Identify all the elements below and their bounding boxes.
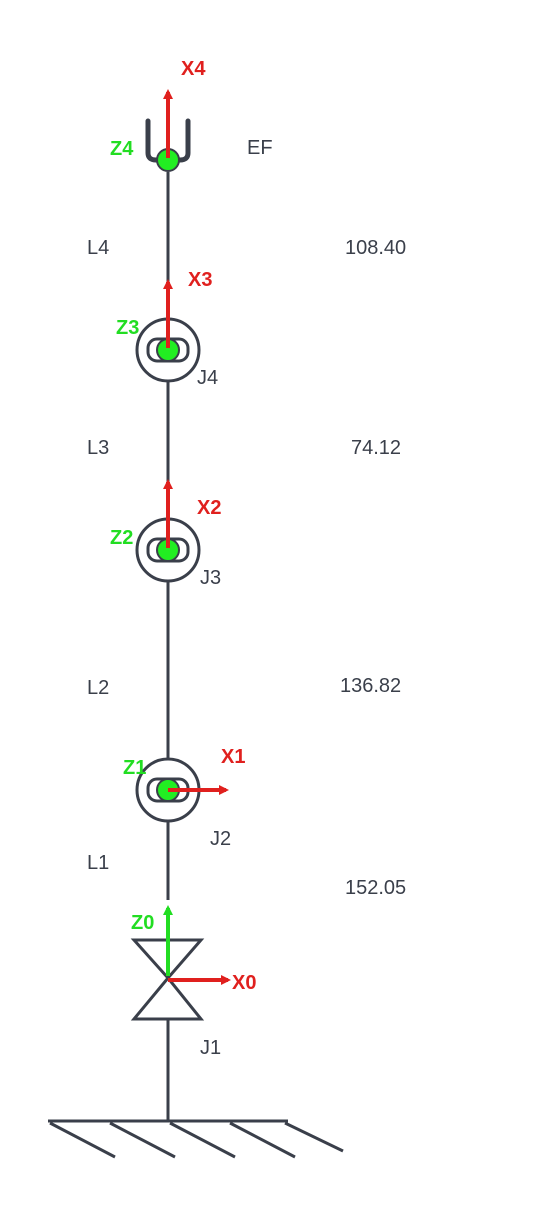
link-length-l1: 152.05 <box>345 877 406 899</box>
end-effector-gripper <box>145 118 191 172</box>
link-name-l1: L1 <box>87 852 109 874</box>
z4-label: Z4 <box>110 138 134 160</box>
link-name-l2: L2 <box>87 677 109 699</box>
link-length-l3: 74.12 <box>351 437 401 459</box>
ef-label: EF <box>247 137 273 159</box>
ground-symbol <box>48 1119 344 1159</box>
x3-label: X3 <box>188 269 212 291</box>
axis-arrows <box>163 89 231 985</box>
link-name-l4: L4 <box>87 237 109 259</box>
j3-label: J3 <box>200 567 221 589</box>
link-length-l4: 108.40 <box>345 237 406 259</box>
z3-label: Z3 <box>116 317 139 339</box>
j2-label: J2 <box>210 828 231 850</box>
j4-label: J4 <box>197 367 218 389</box>
x2-label: X2 <box>197 497 221 519</box>
x0-label: X0 <box>232 972 256 994</box>
x4-label: X4 <box>181 58 206 80</box>
link-name-l3: L3 <box>87 437 109 459</box>
z1-label: Z1 <box>123 757 146 779</box>
z0-label: Z0 <box>131 912 154 934</box>
j1-label: J1 <box>200 1037 221 1059</box>
x1-label: X1 <box>221 746 245 768</box>
link-length-l2: 136.82 <box>340 675 401 697</box>
z2-label: Z2 <box>110 527 133 549</box>
